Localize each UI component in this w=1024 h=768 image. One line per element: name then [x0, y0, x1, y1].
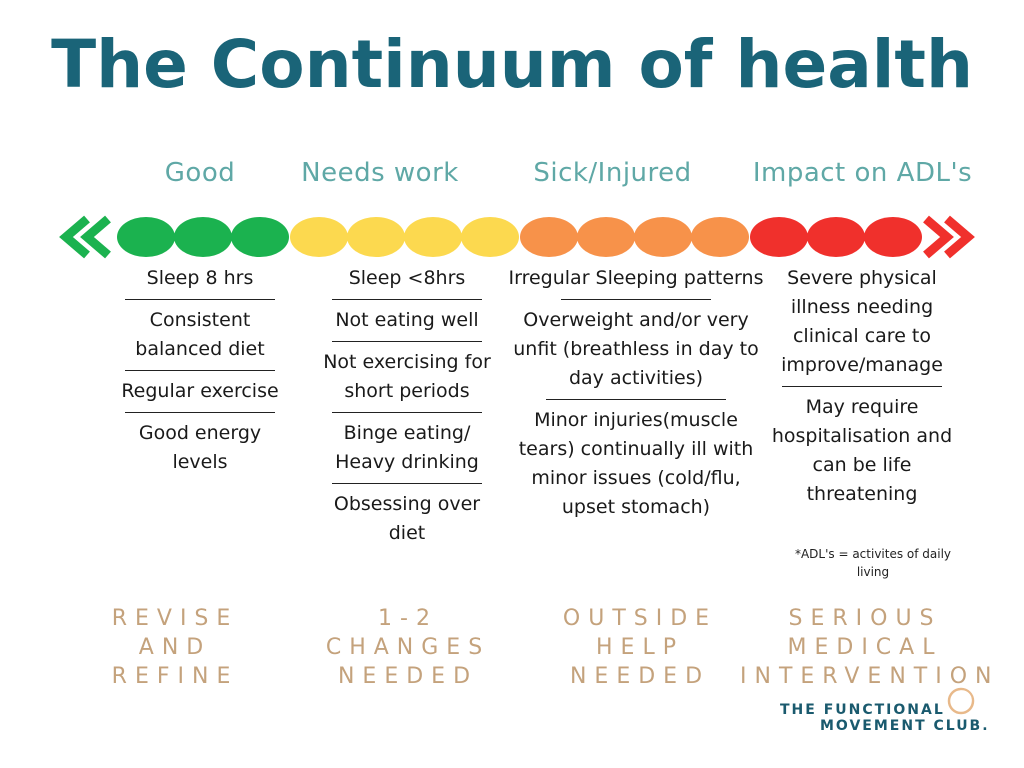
column-item: Good energy levels: [138, 422, 262, 473]
divider: [332, 341, 482, 342]
action-line: AND: [138, 635, 212, 660]
category-sick-injured: Sick/Injured: [533, 158, 692, 188]
column-item: Overweight and/or very unfit (breathless…: [513, 309, 759, 389]
column-impact-adl: Severe physical illness needing clinical…: [764, 262, 960, 511]
left-chevron-icon: [59, 215, 111, 259]
action-impact-adl: SERIOUS MEDICAL INTERVENTION: [740, 604, 1000, 691]
divider: [332, 483, 482, 484]
right-chevron-icon: [923, 215, 975, 259]
dot-sick: [520, 217, 578, 257]
dot-needs-work: [461, 217, 519, 257]
action-good: REVISE AND REFINE: [100, 604, 250, 691]
dot-needs-work: [290, 217, 348, 257]
action-line: MEDICAL: [787, 635, 943, 660]
action-line: INTERVENTION: [740, 664, 1000, 689]
page-title: The Continuum of health: [51, 26, 973, 103]
dot-sick: [691, 217, 749, 257]
dot-needs-work: [347, 217, 405, 257]
category-good: Good: [164, 158, 236, 188]
action-sick-injured: OUTSIDE HELP NEEDED: [555, 604, 725, 691]
dot-good: [174, 217, 232, 257]
dot-needs-work: [404, 217, 462, 257]
column-item: Minor injuries(muscle tears) continually…: [518, 409, 754, 518]
column-item: May require hospitalisation and can be l…: [771, 396, 953, 505]
action-line: CHANGES: [325, 635, 491, 660]
column-item: Sleep 8 hrs: [146, 267, 254, 289]
health-continuum-bar: [59, 215, 975, 259]
dot-impact: [807, 217, 865, 257]
column-good: Sleep 8 hrs Consistent balanced diet Regul…: [115, 262, 285, 479]
logo-ring-icon: [947, 687, 975, 715]
action-line: REVISE: [111, 606, 239, 631]
action-line: NEEDED: [569, 664, 711, 689]
action-line: REFINE: [111, 664, 239, 689]
divider: [546, 399, 726, 400]
column-item: Consistent balanced diet: [135, 309, 265, 360]
action-line: SERIOUS: [788, 606, 942, 631]
logo-line-1: THE FUNCTIONAL: [780, 702, 945, 718]
column-item: Not eating well: [335, 309, 479, 331]
action-line: 1-2: [378, 606, 438, 631]
column-item: Irregular Sleeping patterns: [508, 267, 764, 289]
divider: [125, 412, 275, 413]
column-item: Severe physical illness needing clinical…: [781, 267, 943, 376]
divider: [561, 299, 711, 300]
column-needs-work: Sleep <8hrs Not eating well Not exercising…: [318, 262, 496, 550]
column-item: Obsessing over diet: [333, 493, 481, 544]
divider: [125, 299, 275, 300]
dot-sick: [577, 217, 635, 257]
action-line: OUTSIDE: [562, 606, 718, 631]
divider: [125, 370, 275, 371]
dot-sick: [634, 217, 692, 257]
column-item: Sleep <8hrs: [348, 267, 466, 289]
category-needs-work: Needs work: [301, 158, 459, 188]
brand-logo: THE FUNCTIONAL MOVEMENT CLUB.: [780, 702, 990, 734]
divider: [332, 412, 482, 413]
adl-footnote: *ADL's = activites of daily living: [794, 547, 952, 579]
divider: [782, 386, 942, 387]
column-item: Regular exercise: [121, 380, 279, 402]
category-impact-adl: Impact on ADL's: [752, 158, 973, 188]
logo-line-2: MOVEMENT CLUB.: [820, 718, 990, 734]
divider: [332, 299, 482, 300]
action-needs-work: 1-2 CHANGES NEEDED: [318, 604, 498, 691]
action-line: NEEDED: [337, 664, 479, 689]
dot-impact: [864, 217, 922, 257]
dot-good: [117, 217, 175, 257]
dot-impact: [750, 217, 808, 257]
dot-good: [231, 217, 289, 257]
column-sick-injured: Irregular Sleeping patterns Overweight an…: [508, 262, 764, 524]
column-item: Binge eating/ Heavy drinking: [335, 422, 479, 473]
action-line: HELP: [596, 635, 684, 660]
column-item: Not exercising for short periods: [323, 351, 491, 402]
